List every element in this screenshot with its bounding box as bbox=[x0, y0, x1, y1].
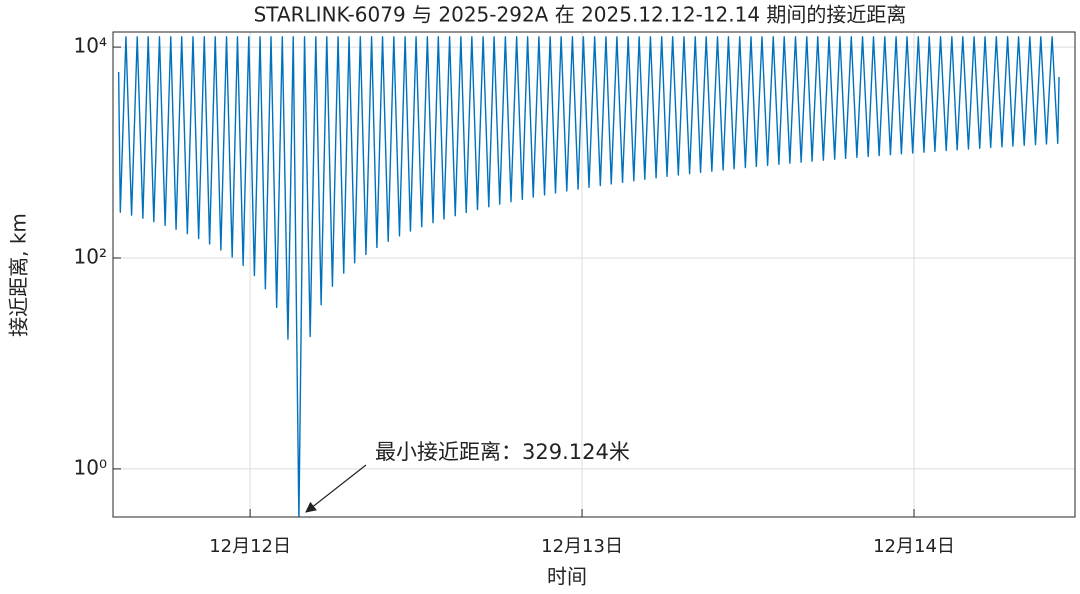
line bbox=[117, 36, 1060, 517]
y-tick-label: 10⁴ bbox=[74, 34, 107, 58]
x-tick-label: 12月13日 bbox=[541, 536, 623, 557]
y-tick-label: 10⁰ bbox=[74, 455, 107, 479]
plot-frame bbox=[112, 31, 1076, 518]
y-axis-label: 接近距离, km bbox=[7, 213, 31, 337]
x-tick-label: 12月12日 bbox=[209, 536, 291, 557]
chart-title: STARLINK-6079 与 2025-292A 在 2025.12.12-1… bbox=[254, 3, 907, 27]
x-axis-label: 时间 bbox=[547, 565, 587, 589]
x-tick-label: 12月14日 bbox=[873, 536, 955, 557]
series bbox=[117, 36, 1060, 517]
y-tick-label: 10² bbox=[74, 245, 107, 269]
annotation-arrow bbox=[305, 464, 367, 513]
annotation: 最小接近距离：329.124米 bbox=[375, 440, 630, 464]
